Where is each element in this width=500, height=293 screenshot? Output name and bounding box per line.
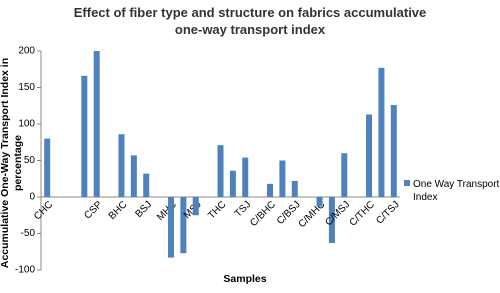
- bar: [217, 145, 224, 197]
- bar: [341, 153, 348, 197]
- x-tick-label: CHC: [32, 199, 55, 222]
- x-tick-label: C/MHC: [297, 199, 328, 230]
- bar: [366, 114, 373, 197]
- bar: [390, 105, 397, 197]
- y-tick-label: -50: [21, 228, 36, 239]
- bar: [81, 75, 88, 197]
- y-tick-label: 0: [29, 192, 35, 203]
- bar: [316, 197, 323, 207]
- bar: [44, 138, 51, 197]
- chart-title: Effect of fiber type and structure on fa…: [73, 5, 427, 37]
- x-tick-label: BSJ: [133, 199, 154, 220]
- bar: [242, 157, 249, 197]
- bar: [378, 67, 385, 197]
- y-tick-label: 50: [24, 155, 36, 166]
- x-tick-label: C/MSJ: [323, 199, 352, 228]
- bar: [291, 180, 298, 197]
- x-tick-label: CSP: [82, 199, 105, 222]
- bar: [167, 197, 174, 258]
- bar: [93, 51, 100, 197]
- y-tick-label: -100: [15, 265, 35, 276]
- x-tick-label: MHC: [155, 199, 179, 223]
- x-tick-label: TSJ: [233, 199, 253, 219]
- bar: [328, 197, 335, 243]
- bar: [229, 170, 236, 197]
- x-tick-label: C/THC: [348, 199, 377, 228]
- bar: [143, 173, 150, 197]
- x-tick-label: C/BHC: [248, 199, 278, 229]
- x-tick-label: BHC: [107, 199, 130, 222]
- bar: [267, 183, 274, 197]
- x-tick-label: THC: [206, 199, 228, 221]
- bar: [130, 155, 137, 197]
- y-tick-label: 100: [18, 119, 35, 130]
- bar: [279, 160, 286, 197]
- legend-swatch: [404, 180, 410, 186]
- x-axis-label: Samples: [223, 273, 267, 285]
- bar: [180, 197, 187, 254]
- bar: [118, 134, 125, 197]
- y-tick-label: 150: [18, 82, 35, 93]
- y-tick-label: 200: [18, 46, 35, 57]
- bar: [192, 197, 199, 216]
- x-tick-label: C/TSJ: [374, 199, 401, 226]
- legend-label: One Way Transport Index: [413, 179, 500, 203]
